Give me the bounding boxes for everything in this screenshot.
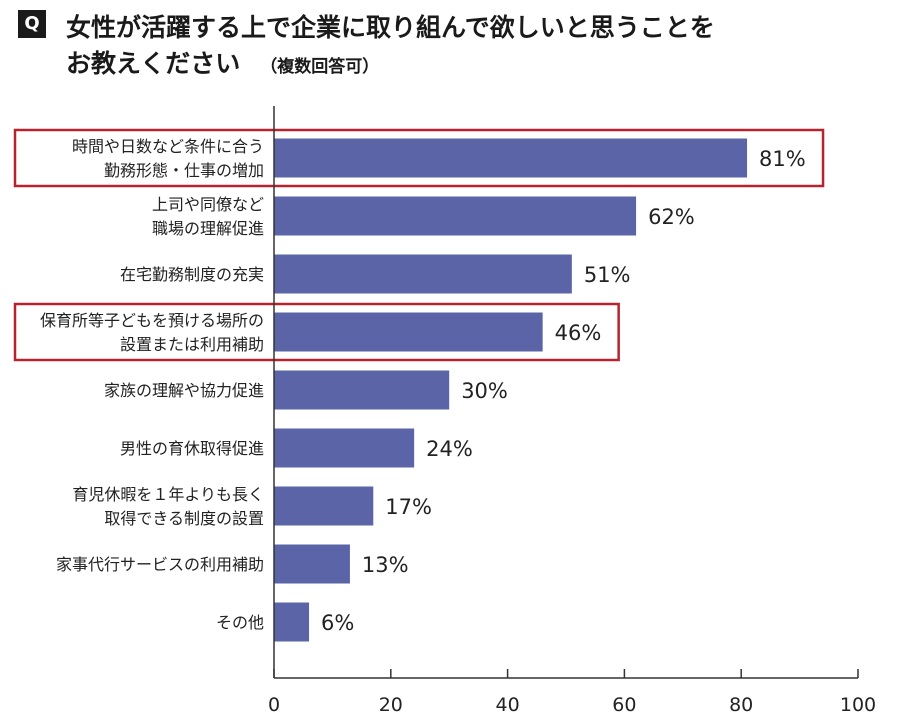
value-label: 81% [759, 147, 806, 171]
category-label: 時間や日数など条件に合う [72, 137, 264, 156]
value-label: 6% [321, 611, 354, 635]
x-tick-label: 20 [379, 694, 403, 716]
x-tick-label: 80 [729, 694, 753, 716]
chart-title-line1: 女性が活躍する上で企業に取り組んで欲しいと思うことを [66, 13, 715, 42]
x-tick-label: 60 [612, 694, 636, 716]
value-label: 30% [461, 379, 508, 403]
bar [274, 370, 450, 410]
category-label: 勤務形態・仕事の増加 [104, 161, 264, 180]
bar [274, 138, 748, 178]
category-label: 家族の理解や協力促進 [104, 381, 264, 400]
x-tick-label: 40 [496, 694, 520, 716]
bar [274, 602, 310, 642]
category-label: 家事代行サービスの利用補助 [56, 555, 264, 574]
bar [274, 544, 350, 584]
category-label: 職場の理解促進 [152, 219, 264, 238]
category-label: その他 [216, 613, 264, 632]
value-label: 13% [362, 553, 409, 577]
chart-title-line2: お教えください （複数回答可） [66, 44, 379, 80]
bar [274, 486, 374, 526]
value-label: 51% [584, 263, 631, 287]
category-label: 設置または利用補助 [120, 335, 264, 354]
chart-title-main: お教えください [66, 49, 241, 78]
value-label: 62% [648, 205, 695, 229]
highlight-frame [13, 302, 620, 362]
bar [274, 196, 637, 236]
value-label: 46% [555, 321, 602, 345]
category-label: 保育所等子どもを預ける場所の [40, 311, 264, 330]
value-label: 24% [426, 437, 473, 461]
category-label: 取得できる制度の設置 [104, 509, 264, 528]
category-label: 男性の育休取得促進 [120, 439, 264, 458]
x-tick-label: 0 [268, 694, 280, 716]
category-label: 育児休暇を１年よりも長く [72, 485, 264, 504]
bar [274, 254, 572, 294]
value-label: 17% [385, 495, 432, 519]
question-badge: Q [18, 10, 46, 38]
bar [274, 312, 543, 352]
x-tick-label: 100 [840, 694, 876, 716]
category-label: 上司や同僚など [152, 195, 264, 214]
bar [274, 428, 415, 468]
chart-title-note: （複数回答可） [260, 57, 380, 77]
highlight-frame [13, 128, 825, 188]
category-label: 在宅勤務制度の充実 [120, 265, 264, 284]
